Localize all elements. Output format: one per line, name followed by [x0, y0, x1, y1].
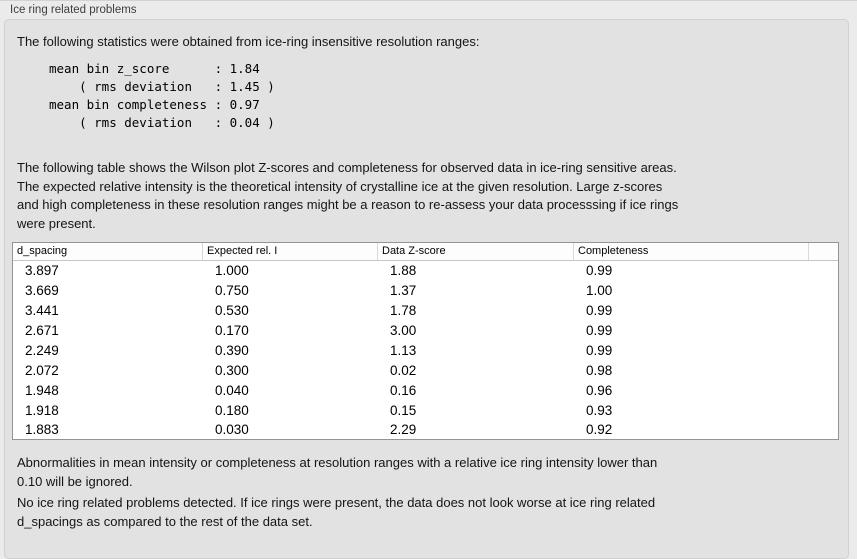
ice-ring-table[interactable]: d_spacing Expected rel. I Data Z-score C… — [12, 242, 839, 440]
cell-d-spacing: 2.671 — [25, 323, 59, 339]
column-header-d-spacing[interactable]: d_spacing — [13, 243, 203, 260]
table-row[interactable]: 1.918 0.180 0.15 0.93 — [13, 400, 838, 420]
cell-completeness: 1.00 — [586, 283, 613, 299]
cell-d-spacing: 1.948 — [25, 382, 59, 398]
cell-expected-rel-i: 1.000 — [215, 263, 249, 279]
table-row[interactable]: 2.249 0.390 1.13 0.99 — [13, 341, 838, 361]
cell-data-z-score: 1.37 — [390, 283, 417, 299]
cell-expected-rel-i: 0.030 — [215, 422, 249, 438]
conclusion-note: No ice ring related problems detected. I… — [17, 495, 656, 529]
cell-data-z-score: 0.16 — [390, 382, 417, 398]
cell-expected-rel-i: 0.040 — [215, 382, 249, 398]
cell-completeness: 0.99 — [586, 263, 613, 279]
cell-completeness: 0.99 — [586, 342, 613, 358]
cell-d-spacing: 1.918 — [25, 402, 59, 418]
cell-expected-rel-i: 0.170 — [215, 323, 249, 339]
stats-block: mean bin z_score : 1.84 ( rms deviation … — [49, 61, 275, 130]
column-header-filler — [809, 243, 838, 260]
intro-text: The following statistics were obtained f… — [17, 34, 480, 49]
cell-data-z-score: 1.88 — [390, 263, 417, 279]
cell-completeness: 0.99 — [586, 323, 613, 339]
table-row[interactable]: 3.897 1.000 1.88 0.99 — [13, 261, 838, 281]
cell-completeness: 0.96 — [586, 382, 613, 398]
table-header-row: d_spacing Expected rel. I Data Z-score C… — [13, 243, 838, 261]
cell-expected-rel-i: 0.300 — [215, 362, 249, 378]
cell-data-z-score: 1.78 — [390, 303, 417, 319]
ice-ring-panel: The following statistics were obtained f… — [4, 19, 849, 559]
column-header-data-z-score[interactable]: Data Z-score — [378, 243, 574, 260]
cell-expected-rel-i: 0.530 — [215, 303, 249, 319]
cell-completeness: 0.99 — [586, 303, 613, 319]
cell-expected-rel-i: 0.750 — [215, 283, 249, 299]
table-row[interactable]: 2.671 0.170 3.00 0.99 — [13, 321, 838, 341]
column-header-expected-rel-i[interactable]: Expected rel. I — [203, 243, 378, 260]
table-row[interactable]: 2.072 0.300 0.02 0.98 — [13, 360, 838, 380]
table-description: The following table shows the Wilson plo… — [17, 160, 679, 231]
cell-completeness: 0.98 — [586, 362, 613, 378]
table-row[interactable]: 1.948 0.040 0.16 0.96 — [13, 380, 838, 400]
threshold-note: Abnormalities in mean intensity or compl… — [17, 455, 658, 489]
cell-expected-rel-i: 0.180 — [215, 402, 249, 418]
column-header-completeness[interactable]: Completeness — [574, 243, 809, 260]
cell-d-spacing: 3.897 — [25, 263, 59, 279]
cell-data-z-score: 1.13 — [390, 342, 417, 358]
cell-data-z-score: 3.00 — [390, 323, 417, 339]
cell-d-spacing: 3.441 — [25, 303, 59, 319]
cell-data-z-score: 0.15 — [390, 402, 417, 418]
table-row[interactable]: 3.441 0.530 1.78 0.99 — [13, 301, 838, 321]
cell-data-z-score: 2.29 — [390, 422, 417, 438]
cell-completeness: 0.93 — [586, 402, 613, 418]
cell-d-spacing: 2.072 — [25, 362, 59, 378]
table-row[interactable]: 1.883 0.030 2.29 0.92 — [13, 420, 838, 439]
cell-completeness: 0.92 — [586, 422, 613, 438]
cell-d-spacing: 1.883 — [25, 422, 59, 438]
cell-data-z-score: 0.02 — [390, 362, 417, 378]
table-row[interactable]: 3.669 0.750 1.37 1.00 — [13, 281, 838, 301]
cell-d-spacing: 3.669 — [25, 283, 59, 299]
cell-d-spacing: 2.249 — [25, 342, 59, 358]
panel-title: Ice ring related problems — [10, 4, 137, 16]
cell-expected-rel-i: 0.390 — [215, 342, 249, 358]
